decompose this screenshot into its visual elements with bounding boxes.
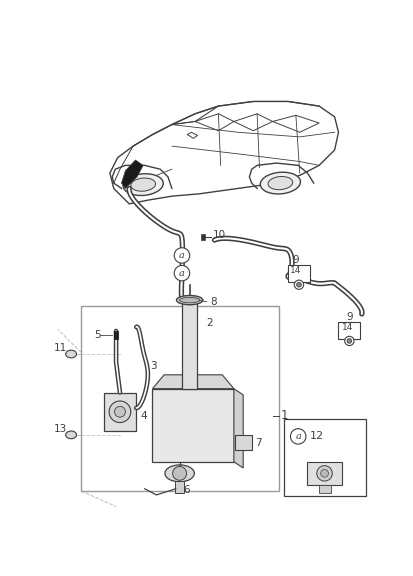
Bar (181, 300, 197, 389)
Text: 12: 12 (309, 431, 323, 441)
Bar (175, 481, 184, 492)
Ellipse shape (164, 465, 194, 482)
Text: a: a (178, 268, 185, 278)
Bar (307, 462, 342, 485)
Bar (235, 435, 252, 450)
Text: 3: 3 (150, 361, 157, 370)
Ellipse shape (123, 174, 163, 195)
Text: 9: 9 (292, 255, 299, 265)
Text: 9: 9 (346, 312, 353, 322)
Text: 13: 13 (54, 424, 67, 434)
Text: 1: 1 (280, 409, 287, 422)
Circle shape (294, 280, 303, 289)
Text: 14: 14 (290, 266, 301, 275)
Ellipse shape (179, 297, 199, 303)
Circle shape (316, 465, 332, 481)
Text: 7: 7 (254, 438, 261, 448)
Ellipse shape (131, 178, 155, 191)
Ellipse shape (260, 172, 300, 194)
Text: 8: 8 (210, 297, 217, 306)
Circle shape (114, 407, 125, 417)
Text: a: a (294, 432, 300, 441)
Polygon shape (152, 375, 233, 389)
Bar (287, 265, 309, 282)
Circle shape (296, 282, 301, 287)
Circle shape (320, 469, 328, 478)
Ellipse shape (176, 295, 202, 305)
Bar (338, 321, 359, 339)
Circle shape (172, 467, 186, 480)
Ellipse shape (66, 431, 76, 439)
Circle shape (174, 266, 189, 281)
Text: 4: 4 (140, 411, 146, 420)
Circle shape (109, 401, 131, 423)
Text: 2: 2 (206, 318, 213, 328)
Ellipse shape (267, 176, 292, 190)
Text: 6: 6 (183, 486, 190, 495)
Circle shape (344, 336, 353, 346)
Polygon shape (233, 389, 242, 468)
Polygon shape (121, 160, 143, 188)
Bar (200, 234, 205, 240)
Ellipse shape (66, 350, 76, 358)
Bar (318, 485, 330, 492)
Bar (152, 389, 233, 462)
Text: 14: 14 (341, 323, 353, 332)
Bar (284, 419, 365, 497)
Text: a: a (178, 251, 185, 260)
Circle shape (290, 429, 305, 444)
Text: 5: 5 (94, 330, 101, 340)
Circle shape (174, 248, 189, 263)
Bar (114, 331, 118, 339)
Circle shape (346, 339, 351, 343)
Text: 10: 10 (212, 230, 225, 240)
Bar (103, 392, 136, 431)
Text: 11: 11 (54, 343, 67, 353)
Bar (81, 306, 278, 491)
